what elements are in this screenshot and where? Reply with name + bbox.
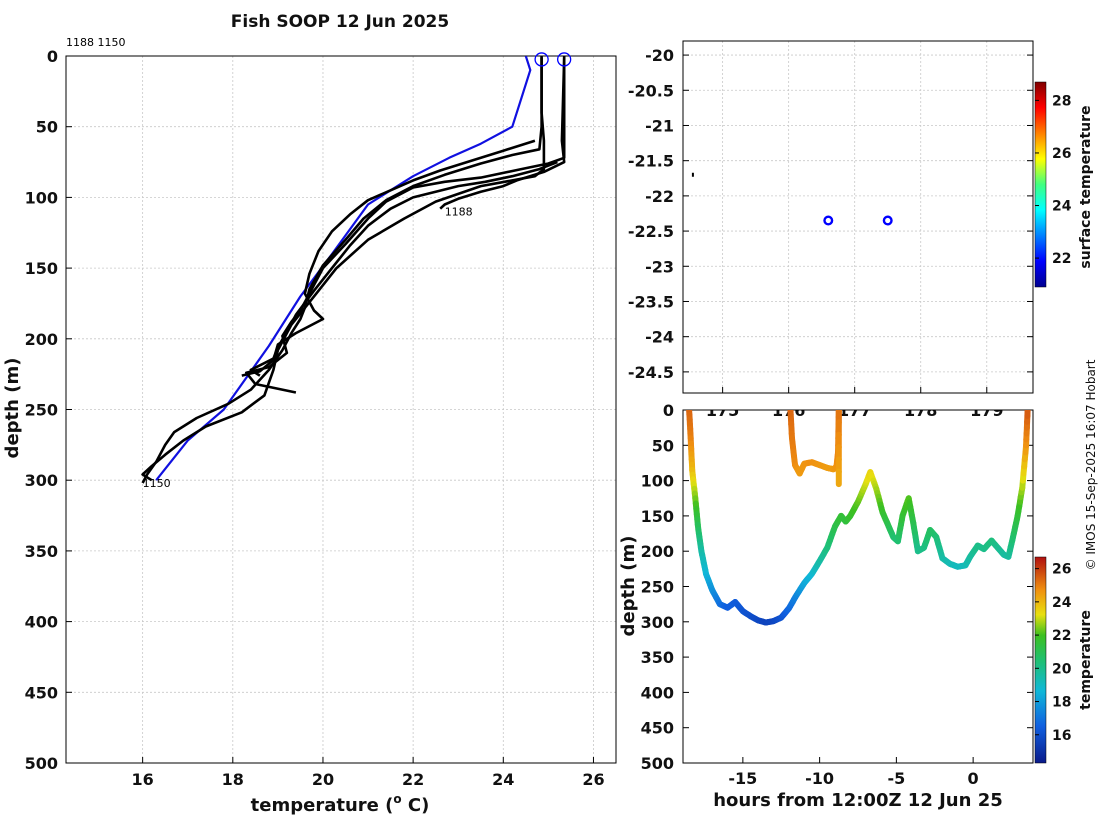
temperature-colorbar-tick-label: 26 (1052, 562, 1071, 578)
profile-y-tick-label: 300 (25, 471, 58, 490)
profile-x-tick-label: 20 (312, 770, 334, 789)
profile-top-labels: 1188 1150 (66, 36, 126, 49)
section-series (686, 410, 1031, 626)
section-y-tick-label: 100 (641, 472, 674, 491)
figure-title: Fish SOOP 12 Jun 2025 (231, 12, 449, 32)
section-y-tick-label: 150 (641, 507, 674, 526)
map-ticks: -20 -20.5 -21 -21.5 -22 -22.5 -23 -23.5 -24 -24.5… (628, 46, 1033, 420)
profile-panel: 16 18 20 22 24 26 0 50 100 150 200 250 300 350 400 450 5… (2, 36, 617, 816)
profile-surface-marker (557, 52, 572, 67)
temperature-colorbar-ticks: 16 18 20 22 24 26 (1035, 562, 1072, 744)
profile-y-tick-label: 150 (25, 259, 58, 278)
profile-ticks: 16 18 20 22 24 26 0 50 100 150 200 250 300 350 400 450 5… (25, 47, 605, 789)
profile-y-tick-label: 250 (25, 401, 58, 420)
profile-y-tick-label: 400 (25, 613, 58, 632)
profile-y-tick-label: 200 (25, 330, 58, 349)
surface-temperature-colorbar-tick-label: 22 (1052, 251, 1071, 267)
profile-y-tick-label: 450 (25, 683, 58, 702)
profile-y-tick-label: 50 (36, 118, 58, 137)
section-x-tick-label: -5 (887, 769, 905, 788)
profile-end-label: 1150 (143, 477, 171, 490)
map-points (691, 172, 893, 226)
profile-y-tick-label: 100 (25, 188, 58, 207)
profile-line-1188-d (241, 139, 536, 377)
section-y-tick-label: 200 (641, 542, 674, 561)
profile-y-tick-label: 0 (47, 47, 58, 66)
profile-x-tick-label: 18 (222, 770, 244, 789)
section-y-tick-label: 500 (641, 754, 674, 773)
surface-temperature-colorbar-ticks: 22 24 26 28 (1035, 93, 1072, 267)
profile-x-tick-label: 16 (132, 770, 154, 789)
map-y-tick-label: -23 (645, 257, 674, 276)
surface-temperature-colorbar-tick-label: 24 (1052, 199, 1072, 215)
profile-line-1188-b (439, 57, 566, 210)
profile-x-tick-label: 22 (402, 770, 424, 789)
section-y-tick-label: 400 (641, 683, 674, 702)
profile-end-label: 1188 (445, 206, 473, 219)
map-y-tick-label: -24 (645, 328, 674, 347)
profile-y-tick-label: 350 (25, 542, 58, 561)
surface-temperature-colorbar-tick-label: 28 (1052, 93, 1071, 109)
temperature-colorbar-tick-label: 18 (1052, 695, 1071, 711)
section-ticks: 0 50 100 150 200 250 300 350 400 450 500 -15 -10 -5 0 (641, 401, 1033, 788)
section-x-tick-label: 0 (968, 769, 979, 788)
map-grid (683, 41, 1033, 393)
map-panel: -20 -20.5 -21 -21.5 -22 -22.5 -23 -23.5 -24 -24.5… (628, 40, 1094, 420)
temperature-colorbar (1034, 556, 1047, 764)
section-x-axis-label: hours from 12:00Z 12 Jun 25 (713, 790, 1003, 811)
profile-surface-marker (534, 52, 549, 67)
temperature-colorbar-tick-label: 24 (1052, 595, 1072, 611)
map-y-tick-label: -21.5 (628, 152, 674, 171)
map-position-marker (882, 215, 893, 226)
surface-temperature-colorbar-tick-label: 26 (1052, 146, 1071, 162)
profile-line-1150-b (141, 57, 543, 484)
profile-x-tick-label: 26 (582, 770, 604, 789)
temperature-colorbar-label: temperature (1078, 610, 1094, 710)
section-y-axis-label: depth (m) (618, 536, 639, 637)
section-y-tick-label: 450 (641, 719, 674, 738)
map-y-tick-label: -24.5 (628, 363, 674, 382)
profile-y-axis-label: depth (m) (2, 358, 23, 459)
map-y-tick-label: -22 (645, 187, 674, 206)
temperature-colorbar-tick-label: 16 (1052, 728, 1071, 744)
profile-x-tick-label: 24 (492, 770, 514, 789)
section-overlap-mask (683, 397, 1035, 410)
section-y-tick-label: 300 (641, 613, 674, 632)
section-y-tick-label: 250 (641, 578, 674, 597)
map-y-tick-label: -20 (645, 46, 674, 65)
map-position-marker (823, 215, 834, 226)
section-y-tick-label: 350 (641, 648, 674, 667)
map-axes-frame (682, 40, 1034, 394)
profile-surface-markers (534, 52, 572, 67)
profile-x-axis-label: temperature (o C) (251, 792, 430, 816)
section-x-tick-label: -15 (728, 769, 757, 788)
map-y-tick-label: -23.5 (628, 292, 674, 311)
section-y-tick-label: 0 (663, 401, 674, 420)
map-y-tick-label: -20.5 (628, 81, 674, 100)
profile-grid (66, 55, 616, 764)
profile-line-1188-a (245, 56, 566, 394)
temperature-colorbar-tick-label: 22 (1052, 628, 1071, 644)
imos-credit: © IMOS 15-Sep-2025 16:07 Hobart (1084, 359, 1098, 570)
section-y-tick-label: 50 (652, 436, 674, 455)
profile-y-tick-label: 500 (25, 754, 58, 773)
section-x-tick-label: -10 (805, 769, 834, 788)
profile-line-1188-c (249, 160, 558, 377)
map-y-tick-label: -21 (645, 116, 674, 135)
temperature-colorbar-tick-label: 20 (1052, 661, 1072, 677)
surface-temperature-colorbar-label: surface temperature (1078, 105, 1094, 268)
profile-axes-frame (65, 55, 617, 764)
section-axes-frame (682, 409, 1034, 764)
surface-temperature-colorbar (1034, 81, 1047, 288)
profile-series (141, 56, 566, 484)
map-y-tick-label: -22.5 (628, 222, 674, 241)
profile-end-labels: 1188 1150 (143, 206, 473, 490)
